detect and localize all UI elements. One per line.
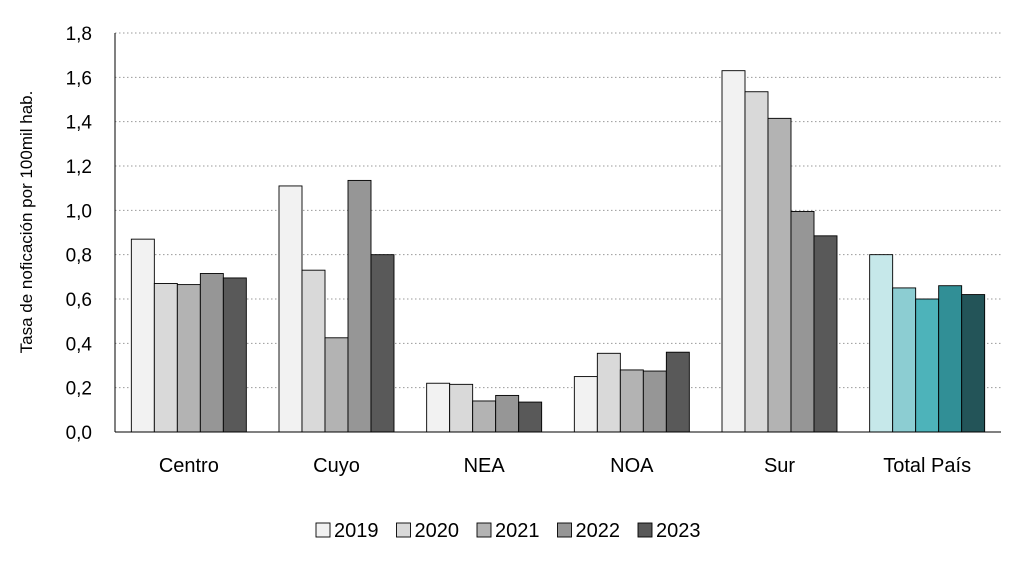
bar-2023-noa (665, 351, 690, 433)
legend-swatch-2022 (557, 522, 572, 538)
bar-2021-noa (619, 369, 644, 433)
bar-2023-total-país (961, 294, 986, 433)
bar-2022-nea (495, 394, 520, 433)
bar-2021-cuyo (324, 337, 349, 433)
legend-label-2019: 2019 (334, 520, 379, 542)
x-category-label: Sur (764, 455, 795, 477)
y-tick-label: 1,2 (66, 157, 92, 178)
legend-label-2022: 2022 (576, 520, 621, 542)
grid-lines (115, 32, 1001, 389)
y-tick-label: 1,4 (66, 113, 93, 134)
x-category-label: Cuyo (313, 455, 360, 477)
y-tick-label: 0,2 (66, 379, 92, 400)
bar-2023-cuyo (370, 254, 395, 433)
legend-label-2023: 2023 (656, 520, 701, 542)
bar-2023-sur (813, 235, 838, 433)
bar-2023-centro (222, 277, 247, 433)
bar-2022-total-país (938, 285, 963, 433)
legend-swatch-2021 (476, 522, 492, 538)
x-category-label: Centro (159, 455, 219, 477)
y-tick-label: 0,6 (66, 290, 92, 311)
y-axis-label: Tasa de noficación por 100mil hab. (17, 91, 36, 354)
y-axis-ticks: 0,0 0,2 0,4 0,6 0,8 1,0 1,2 1,4 1,6 1,8 (66, 24, 93, 444)
axes (114, 33, 1001, 433)
bar-2020-centro (153, 283, 178, 433)
bar-2019-sur (721, 70, 746, 433)
legend-swatch-2023 (637, 522, 653, 538)
bar-2019-centro (130, 238, 155, 433)
y-tick-label: 1,0 (66, 201, 92, 222)
bar-2020-noa (596, 352, 621, 433)
y-tick-label: 1,8 (66, 24, 92, 45)
bar-2021-centro (176, 284, 201, 433)
bar-2020-total-país (892, 287, 917, 433)
bars (130, 70, 986, 433)
bar-2021-sur (767, 117, 792, 433)
bar-2022-sur (790, 210, 815, 433)
bar-2020-sur (744, 91, 769, 433)
legend-label-2021: 2021 (495, 520, 540, 542)
legend-swatch-2019 (315, 522, 331, 538)
y-tick-label: 1,6 (66, 68, 92, 89)
y-tick-label: 0,0 (66, 423, 92, 444)
x-category-label: Total País (883, 455, 971, 477)
legend-label-2020: 2020 (415, 520, 460, 542)
bar-2020-cuyo (301, 269, 326, 433)
bar-2020-nea (449, 383, 474, 433)
bar-2022-cuyo (347, 179, 372, 433)
bar-2019-total-país (869, 254, 894, 433)
bar-2021-total-país (915, 298, 940, 433)
x-category-label: NEA (464, 455, 506, 477)
bar-2023-nea (518, 401, 543, 433)
bar-2022-centro (199, 273, 224, 433)
y-tick-label: 0,8 (66, 246, 92, 267)
legend: 2019 2020 2021 2022 2023 (315, 520, 701, 542)
legend-swatch-2020 (396, 522, 411, 538)
bar-2019-noa (573, 376, 598, 433)
bar-2022-noa (642, 370, 667, 433)
bar-2019-nea (426, 382, 451, 433)
bar-2019-cuyo (278, 185, 303, 433)
x-category-label: NOA (610, 455, 654, 477)
y-tick-label: 0,4 (66, 334, 93, 355)
x-axis-categories: Centro Cuyo NEA NOA Sur Total País (159, 455, 971, 477)
bar-2021-nea (472, 400, 497, 433)
